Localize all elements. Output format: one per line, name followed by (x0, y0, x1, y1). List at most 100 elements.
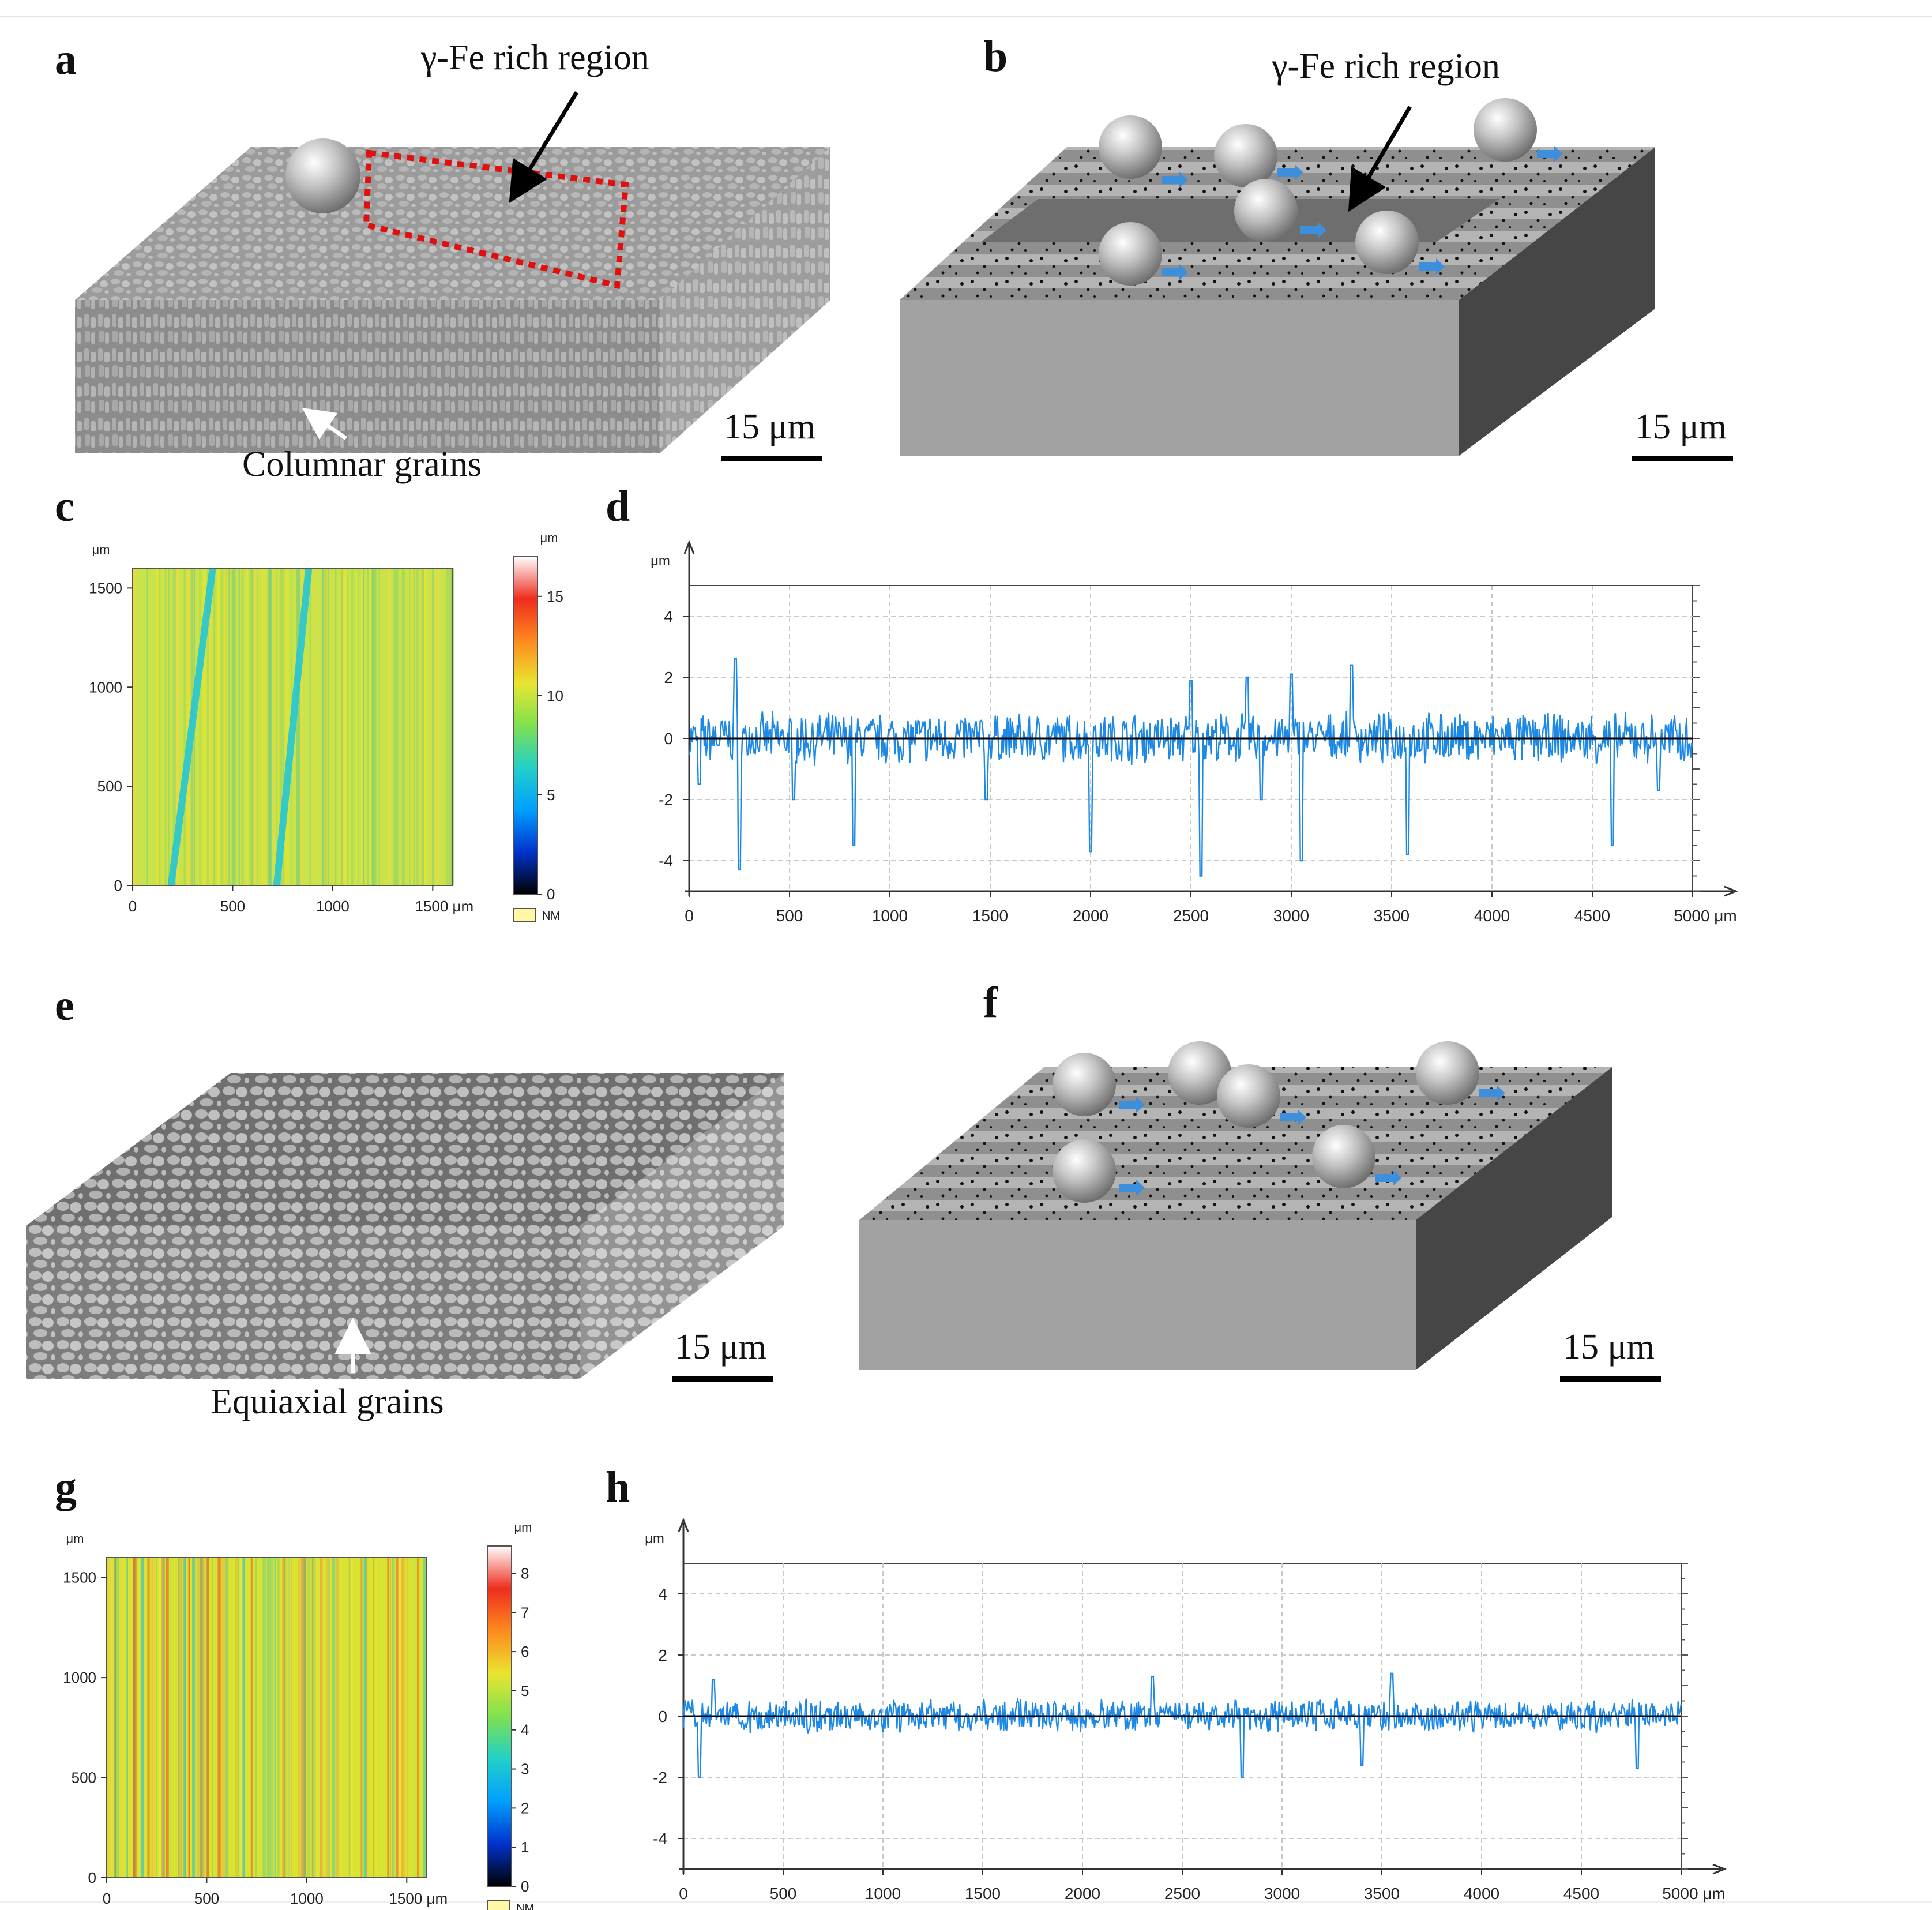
x-tick-label: 0 (679, 1885, 688, 1903)
heatmap-streak (263, 568, 266, 885)
heatmap-streak (189, 1558, 190, 1878)
heatmap-streak (296, 568, 298, 885)
heatmap-streak (276, 1558, 279, 1878)
colorbar (487, 1545, 512, 1887)
heatmap-streak (172, 568, 174, 885)
heatmap-streak (235, 1558, 238, 1878)
x-tick-label: 4000 (1474, 907, 1510, 925)
x-tick-label: 4500 (1574, 907, 1610, 925)
heatmap-streak (324, 568, 326, 885)
heatmap-streak (396, 1558, 399, 1878)
heatmap-streak (376, 1558, 377, 1878)
heatmap-streak (209, 568, 211, 885)
heatmap-streak (107, 1558, 109, 1878)
heatmap-streak (407, 1558, 408, 1878)
heatmap-streak (255, 1558, 257, 1878)
heatmap-streak (178, 1558, 179, 1878)
x-tick-label: 1000 (290, 1890, 324, 1907)
heatmap-streak (351, 568, 353, 885)
heatmap-streak (169, 1558, 172, 1878)
heatmap-streak (287, 568, 289, 885)
colorbar-tick-label: 6 (521, 1643, 529, 1660)
heatmap-streak (298, 1558, 300, 1878)
heatmap-streak (332, 1558, 333, 1878)
x-tick-label: 2500 (1164, 1885, 1200, 1903)
heatmap-streak (273, 568, 276, 885)
gamma-fe-box (363, 149, 629, 290)
heatmap-streak (198, 1558, 200, 1878)
heatmap-frame (106, 1557, 427, 1878)
heatmap-streak (329, 1558, 330, 1878)
heatmap-scratch (273, 568, 313, 886)
x-tick-label: 4000 (1464, 1885, 1499, 1903)
colorbar-tick-label: 5 (521, 1682, 529, 1699)
heatmap-streak (213, 568, 216, 885)
heatmap-streak (200, 1558, 202, 1878)
colorbar (513, 556, 538, 895)
x-tick-label: 500 (770, 1885, 797, 1903)
heatmap-streak (422, 568, 424, 885)
x-tick-label: 2500 (1173, 907, 1209, 925)
heatmap-streak (368, 568, 371, 885)
y-tick-label: 4 (664, 607, 673, 625)
x-axis-arrow (1724, 885, 1739, 897)
heatmap-streak (288, 1558, 292, 1878)
heatmap-streak (125, 1558, 127, 1878)
heatmap-streak (433, 568, 435, 885)
heatmap-frame (132, 568, 453, 886)
heatmap-streak (315, 1558, 319, 1878)
heatmap-streak (217, 1558, 221, 1878)
heatmap-streak (251, 568, 254, 885)
colorbar-tick-label: 2 (521, 1799, 529, 1817)
heatmap-streak (449, 568, 452, 885)
x-tick-label: 1500 μm (389, 1890, 448, 1907)
heatmap-streak (357, 568, 359, 885)
y-tick-label: 1500 (63, 1569, 96, 1586)
heatmap-streak (366, 1558, 367, 1878)
x-tick-label: 0 (103, 1890, 111, 1907)
y-tick-label: 0 (658, 1708, 667, 1725)
heatmap-streak (217, 568, 220, 885)
heatmap-streak (122, 1558, 124, 1878)
f-balls (1053, 1041, 1479, 1203)
heatmap-streak (133, 568, 136, 885)
heatmap-streak (393, 568, 397, 885)
heatmap-streak (212, 1558, 213, 1878)
heatmap-streak (250, 1558, 253, 1878)
y-unit-label: μm (92, 542, 110, 557)
heatmap-streak (176, 1558, 177, 1878)
x-tick-label: 3500 (1374, 907, 1409, 925)
heatmap-streak (153, 1558, 155, 1878)
heatmap-streak (163, 568, 164, 885)
heatmap-streak (224, 1558, 227, 1878)
y-tick-label: -4 (653, 1830, 667, 1848)
heatmap-streak (249, 568, 252, 885)
y-axis-arrow (678, 1517, 689, 1532)
heatmap-streak (327, 568, 329, 885)
heatmap-streak (414, 568, 415, 885)
e-front-face (26, 1226, 580, 1379)
b-scale-label: 15 μm (1635, 407, 1727, 446)
f-scale-label: 15 μm (1563, 1327, 1655, 1367)
heatmap-streak (367, 1558, 369, 1878)
panel-letter-b: b (983, 32, 1008, 81)
heatmap-streak (277, 1558, 280, 1878)
panel-letter-e: e (55, 981, 74, 1030)
b-balls (1099, 98, 1537, 286)
heatmap-streak (388, 568, 391, 885)
heatmap-streak (362, 1558, 363, 1878)
heatmap-scratch (167, 568, 216, 886)
heatmap-streak (282, 1558, 285, 1878)
colorbar-tick-label: 4 (521, 1721, 529, 1739)
heatmap-streak (262, 1558, 264, 1878)
x-tick-label: 4500 (1563, 1885, 1599, 1903)
heatmap-streak (114, 1558, 115, 1878)
b-front-face (900, 300, 1459, 456)
heatmap-streak (446, 568, 449, 885)
x-tick-label: 2000 (1073, 907, 1108, 925)
y-tick-label: 2 (658, 1646, 667, 1664)
heatmap-streak (387, 1558, 389, 1878)
colorbar-unit: μm (540, 531, 558, 545)
x-axis-arrow (1712, 1863, 1727, 1875)
